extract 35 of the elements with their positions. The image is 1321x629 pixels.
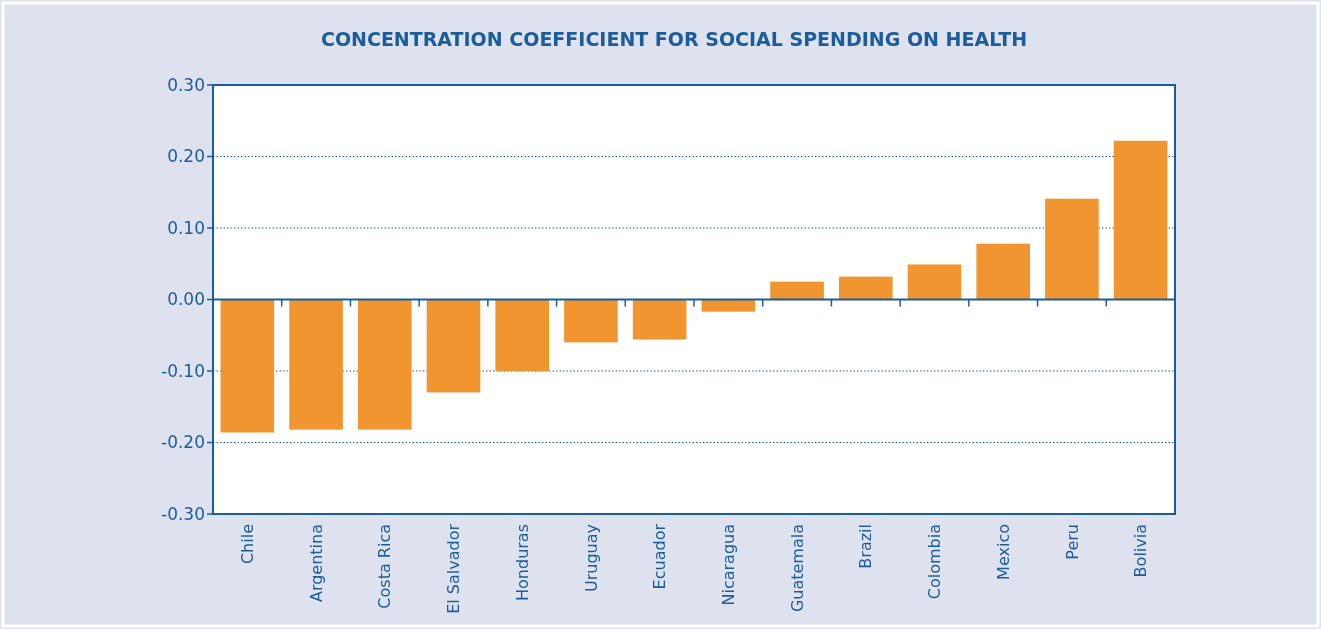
x-tick-label: Peru [1062,524,1082,560]
bar [976,243,1031,300]
bar [1045,198,1099,300]
bar [495,299,550,371]
bar [220,299,275,433]
x-tick-label: Chile [237,524,257,565]
bar [426,299,481,393]
y-tick-label: -0.20 [161,432,205,453]
x-tick-label: Bolivia [1131,524,1151,578]
bar [632,299,687,340]
bar [357,299,412,430]
y-tick-label: -0.30 [161,503,205,524]
x-tick-label: Colombia [925,524,945,600]
bar [838,276,893,300]
x-tick-label: Costa Rica [375,524,395,609]
bar [907,264,962,300]
x-tick-label: Mexico [993,524,1013,580]
bar [564,299,618,343]
x-tick-label: El Salvador [444,523,464,614]
bar [1113,140,1168,300]
x-tick-label: Honduras [512,524,532,601]
x-tick-label: Ecuador [650,523,670,590]
x-tick-label: Brazil [856,524,876,569]
bar [770,281,824,300]
x-tick-label: Argentina [306,524,326,603]
x-tick-label: Nicaragua [718,524,738,606]
bar [289,299,343,430]
y-tick-label: 0.00 [167,289,205,310]
y-tick-label: 0.30 [167,74,205,95]
y-tick-label: -0.10 [161,360,205,381]
y-tick-label: 0.10 [167,217,205,238]
y-tick-label: 0.20 [167,146,205,167]
x-tick-label: Guatemala [787,524,807,613]
chart-title: CONCENTRATION COEFFICIENT FOR SOCIAL SPENDING ON HEALTH [320,28,1028,50]
x-tick-label: Uruguay [581,524,601,592]
